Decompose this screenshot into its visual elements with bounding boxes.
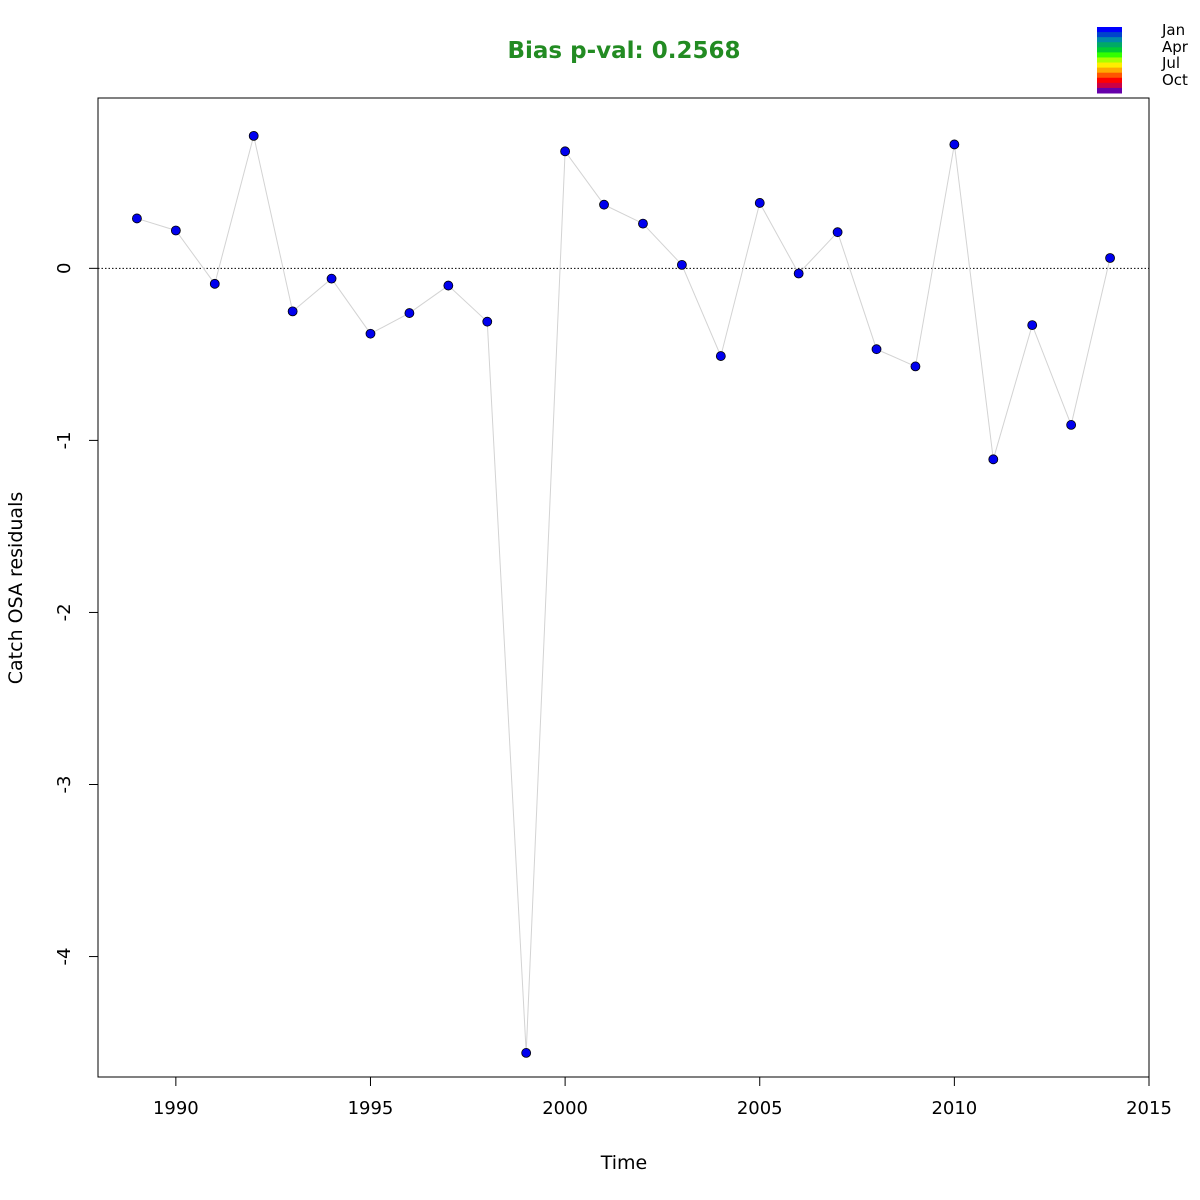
legend-color-swatch (1097, 42, 1122, 48)
residual-point (132, 213, 142, 224)
legend-label: Oct (1162, 71, 1188, 89)
x-tick-label: 1990 (153, 1098, 199, 1119)
legend-color-swatch (1097, 32, 1122, 38)
y-tick-label: -2 (54, 603, 75, 621)
legend-color-swatch (1097, 82, 1122, 89)
x-tick-label: 2005 (737, 1098, 783, 1119)
residual-point (988, 454, 999, 465)
residual-point (248, 130, 259, 141)
residual-point (871, 344, 882, 355)
residual-point (326, 273, 337, 284)
residual-point (949, 139, 960, 150)
residual-point (521, 1048, 532, 1058)
residual-point (1105, 253, 1115, 263)
legend-label: Apr (1162, 38, 1189, 56)
residual-point (676, 259, 687, 270)
residual-point (638, 218, 648, 229)
legend-label: Jul (1161, 54, 1180, 72)
residual-point (560, 146, 571, 157)
legend-color-swatch (1097, 77, 1122, 84)
chart-title: Bias p-val: 0.2568 (508, 38, 741, 64)
residual-point (365, 328, 376, 339)
y-tick-label: -4 (54, 948, 75, 966)
x-tick-label: 2015 (1126, 1098, 1172, 1119)
legend-label: Jan (1161, 21, 1185, 39)
residual-point (1066, 420, 1077, 430)
y-axis: 0 -1 -2 -3 -4 (54, 263, 98, 966)
x-axis: 1990 1995 2000 2005 2010 2015 (153, 1077, 1172, 1119)
residual-point (910, 361, 921, 372)
legend-color-swatch (1097, 57, 1122, 64)
legend-color-swatch (1097, 27, 1122, 33)
residual-point (287, 306, 298, 317)
residual-point (715, 351, 726, 361)
residual-point (209, 278, 220, 289)
legend-color-swatch (1097, 52, 1122, 58)
x-tick-label: 2000 (542, 1098, 588, 1119)
x-tick-label: 2010 (931, 1098, 977, 1119)
legend-color-swatch (1097, 67, 1122, 74)
y-axis-title: Catch OSA residuals (5, 492, 27, 684)
y-tick-label: 0 (54, 263, 75, 274)
residual-point (793, 268, 804, 279)
residual-point (1027, 320, 1038, 331)
legend-color-swatch (1097, 72, 1122, 79)
legend-color-swatch (1097, 62, 1122, 69)
residual-connector-line (136, 135, 1111, 1053)
y-tick-label: -1 (54, 431, 75, 449)
residual-point (170, 225, 181, 236)
y-tick-label: -3 (54, 776, 75, 794)
residual-point (832, 227, 843, 238)
x-axis-title: Time (600, 1152, 648, 1174)
residual-points (132, 130, 1115, 1058)
legend-color-swatch (1097, 37, 1122, 43)
legend-color-swatch (1097, 47, 1122, 53)
legend-color-swatch (1097, 87, 1122, 94)
x-tick-label: 1995 (348, 1098, 394, 1119)
residual-point (482, 316, 493, 327)
residual-point (443, 280, 454, 291)
residual-point (404, 308, 415, 318)
residual-point (754, 198, 765, 208)
residual-point (599, 199, 609, 210)
plot-frame (97, 97, 1150, 1078)
